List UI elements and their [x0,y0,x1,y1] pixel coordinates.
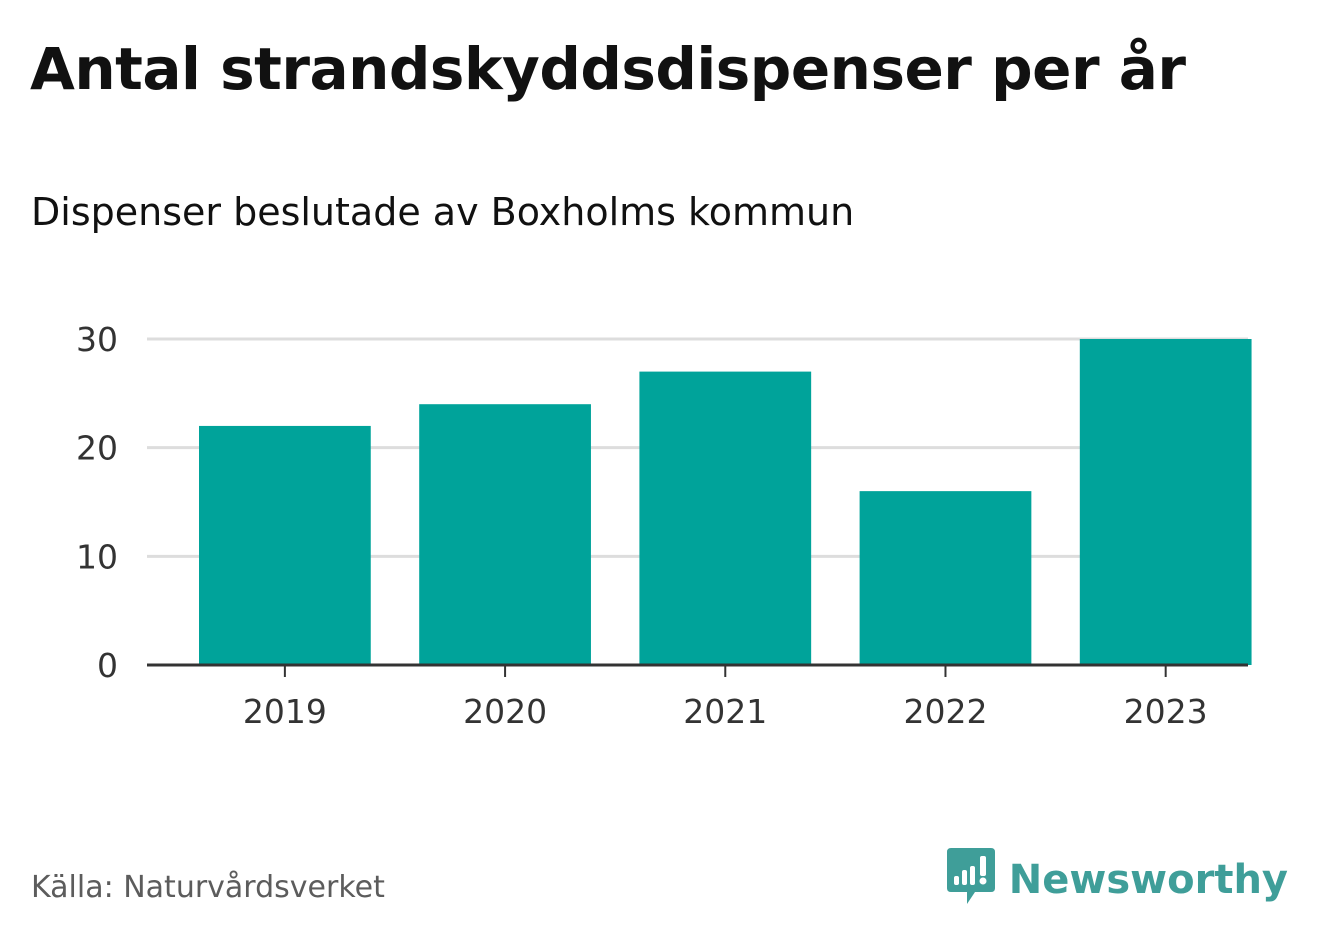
bar-2021 [639,371,812,665]
y-tick-label: 30 [76,320,118,359]
bar-2022 [859,491,1032,665]
y-tick-label: 10 [76,537,118,576]
bars [199,339,1252,665]
source-note: Källa: Naturvårdsverket [31,870,385,905]
chart-subtitle: Dispenser beslutade av Boxholms kommun [31,190,855,234]
bar-2020 [419,404,591,665]
bar-2023 [1079,339,1252,665]
x-tick-label: 2022 [903,692,987,731]
chart-title: Antal strandskyddsdispenser per år [30,35,1186,103]
tick-labels: 0 10 20 30 2019 2020 2021 2022 2023 [76,320,1208,731]
y-tick-label: 20 [76,429,118,468]
x-tick-label: 2019 [243,692,327,731]
bar-2019 [199,425,371,665]
y-tick-label: 0 [97,646,118,685]
brand-logo: Newsworthy [946,848,1288,912]
x-tick-label: 2023 [1124,692,1208,731]
x-tick-label: 2020 [463,692,547,731]
x-axis [147,663,1248,677]
brand-name: Newsworthy [1008,857,1288,903]
x-tick-label: 2021 [683,692,767,731]
newsworthy-logo-icon [946,848,995,912]
